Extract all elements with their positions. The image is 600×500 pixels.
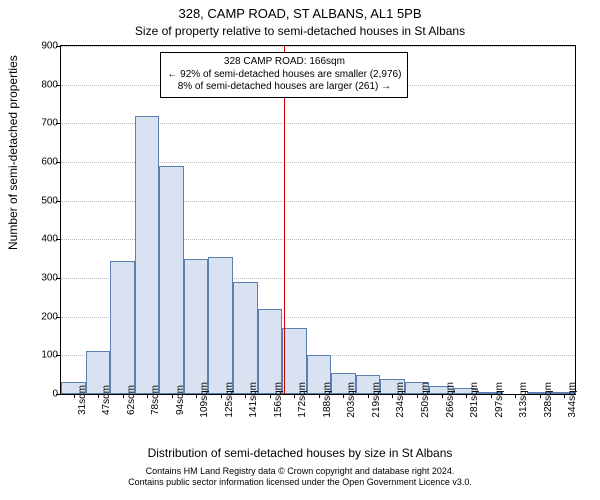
chart-subtitle: Size of property relative to semi-detach… [0, 24, 600, 38]
x-tick-label: 234sqm [395, 382, 406, 418]
x-tick-label: 172sqm [297, 382, 308, 418]
x-tick-label: 141sqm [248, 382, 259, 418]
plot-area: 328 CAMP ROAD: 166sqm← 92% of semi-detac… [60, 45, 576, 395]
y-tick-label: 100 [22, 350, 58, 361]
y-tick-mark [56, 239, 60, 240]
y-tick-label: 700 [22, 118, 58, 129]
x-tick-mark [515, 394, 516, 398]
y-tick-label: 0 [22, 389, 58, 400]
x-tick-mark [270, 394, 271, 398]
x-tick-label: 250sqm [420, 382, 431, 418]
x-tick-mark [466, 394, 467, 398]
annotation-line: ← 92% of semi-detached houses are smalle… [167, 69, 401, 82]
property-marker-line [284, 46, 285, 394]
chart-title: 328, CAMP ROAD, ST ALBANS, AL1 5PB [0, 6, 600, 21]
x-tick-mark [343, 394, 344, 398]
x-tick-mark [221, 394, 222, 398]
x-tick-mark [417, 394, 418, 398]
y-axis-label: Number of semi-detached properties [6, 55, 20, 250]
y-tick-mark [56, 317, 60, 318]
x-tick-label: 266sqm [445, 382, 456, 418]
x-tick-label: 344sqm [567, 382, 578, 418]
histogram-bar [208, 257, 233, 394]
histogram-bar [110, 261, 135, 394]
y-tick-mark [56, 278, 60, 279]
x-tick-label: 125sqm [224, 382, 235, 418]
footer-attribution: Contains HM Land Registry data © Crown c… [0, 466, 600, 489]
x-tick-label: 62sqm [126, 385, 137, 415]
x-tick-mark [368, 394, 369, 398]
x-tick-mark [319, 394, 320, 398]
y-tick-label: 500 [22, 195, 58, 206]
annotation-line: 328 CAMP ROAD: 166sqm [167, 56, 401, 69]
x-tick-mark [491, 394, 492, 398]
y-tick-mark [56, 394, 60, 395]
x-tick-label: 281sqm [469, 382, 480, 418]
x-tick-label: 328sqm [543, 382, 554, 418]
x-tick-label: 297sqm [494, 382, 505, 418]
y-tick-mark [56, 201, 60, 202]
y-tick-label: 400 [22, 234, 58, 245]
x-tick-mark [540, 394, 541, 398]
y-tick-mark [56, 46, 60, 47]
x-tick-label: 203sqm [346, 382, 357, 418]
y-tick-label: 600 [22, 157, 58, 168]
x-tick-mark [442, 394, 443, 398]
annotation-box: 328 CAMP ROAD: 166sqm← 92% of semi-detac… [160, 52, 408, 98]
y-tick-mark [56, 355, 60, 356]
x-tick-mark [564, 394, 565, 398]
x-tick-label: 313sqm [518, 382, 529, 418]
y-tick-label: 300 [22, 273, 58, 284]
x-tick-mark [294, 394, 295, 398]
histogram-bar [233, 282, 258, 394]
x-tick-label: 31sqm [77, 385, 88, 415]
x-tick-mark [98, 394, 99, 398]
x-axis-label: Distribution of semi-detached houses by … [0, 446, 600, 460]
grid-line [61, 46, 575, 47]
footer-line-1: Contains HM Land Registry data © Crown c… [0, 466, 600, 477]
footer-line-2: Contains public sector information licen… [0, 477, 600, 488]
x-tick-label: 219sqm [371, 382, 382, 418]
y-tick-label: 900 [22, 41, 58, 52]
y-tick-mark [56, 85, 60, 86]
x-tick-label: 156sqm [273, 382, 284, 418]
histogram-bar [184, 259, 209, 394]
x-tick-mark [392, 394, 393, 398]
x-tick-label: 47sqm [101, 385, 112, 415]
x-tick-mark [172, 394, 173, 398]
x-tick-mark [74, 394, 75, 398]
histogram-bar [159, 166, 184, 394]
x-tick-mark [245, 394, 246, 398]
x-tick-mark [196, 394, 197, 398]
histogram-bar [135, 116, 160, 394]
y-tick-label: 800 [22, 79, 58, 90]
annotation-line: 8% of semi-detached houses are larger (2… [167, 81, 401, 94]
x-tick-label: 109sqm [199, 382, 210, 418]
y-tick-mark [56, 162, 60, 163]
x-tick-label: 94sqm [175, 385, 186, 415]
chart-root: 328, CAMP ROAD, ST ALBANS, AL1 5PB Size … [0, 0, 600, 500]
x-tick-label: 78sqm [150, 385, 161, 415]
y-tick-label: 200 [22, 311, 58, 322]
x-tick-mark [147, 394, 148, 398]
x-tick-mark [123, 394, 124, 398]
x-tick-label: 188sqm [322, 382, 333, 418]
y-tick-mark [56, 123, 60, 124]
